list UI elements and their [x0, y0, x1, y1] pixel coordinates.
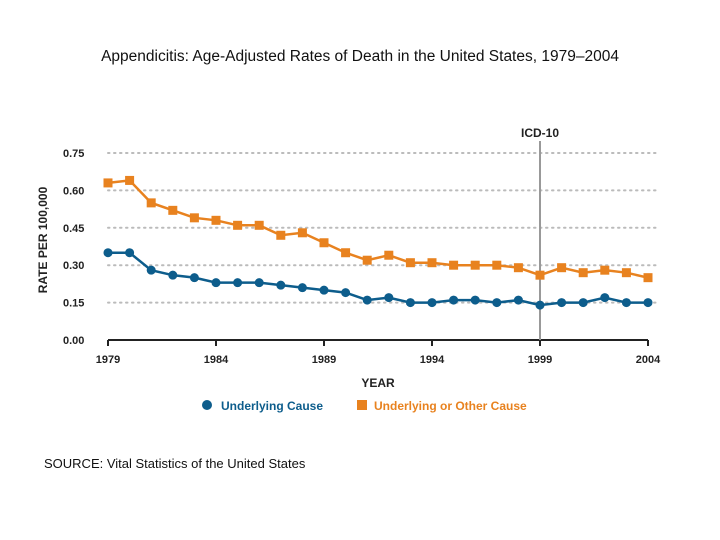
data-point-series-2	[621, 268, 631, 278]
data-point-series-1	[297, 283, 307, 293]
series-line-2	[107, 179, 649, 279]
data-point-series-2	[276, 230, 286, 240]
data-point-series-2	[449, 260, 459, 270]
data-point-series-1	[384, 293, 394, 303]
series-line-1	[108, 251, 648, 307]
data-point-series-1	[276, 280, 286, 290]
data-point-series-2	[643, 273, 653, 283]
y-axis-label: RATE PER 100,000	[36, 186, 50, 293]
data-point-series-1	[254, 278, 264, 288]
source-note: SOURCE: Vital Statistics of the United S…	[44, 456, 306, 471]
data-point-series-1	[621, 298, 631, 308]
data-point-series-1	[341, 288, 351, 298]
data-point-series-1	[211, 278, 221, 288]
data-point-series-1	[557, 298, 567, 308]
data-point-series-2	[427, 258, 437, 268]
legend-label-series-1: Underlying Cause	[221, 399, 323, 413]
data-point-series-1	[168, 270, 178, 280]
data-point-series-1	[449, 295, 459, 305]
x-tick-label: 1999	[528, 354, 552, 366]
data-point-series-1	[189, 273, 199, 283]
data-point-series-1	[513, 295, 523, 305]
data-point-series-1	[125, 248, 135, 258]
data-point-series-2	[341, 248, 351, 258]
data-point-series-2	[513, 263, 523, 273]
data-point-series-2	[189, 213, 199, 223]
data-point-series-1	[470, 295, 480, 305]
x-tick-label: 1994	[420, 354, 445, 366]
legend-label-series-2: Underlying or Other Cause	[374, 399, 527, 413]
x-tick-label: 1989	[312, 354, 336, 366]
data-point-series-2	[211, 215, 221, 225]
data-point-series-1	[427, 298, 437, 308]
data-point-series-1	[643, 298, 653, 308]
x-axis-label: YEAR	[361, 376, 395, 390]
icd-marker-label: ICD-10	[521, 126, 559, 140]
data-point-series-2	[233, 220, 243, 230]
data-point-series-1	[535, 300, 545, 310]
data-point-series-1	[405, 298, 415, 308]
data-point-series-2	[578, 268, 588, 278]
data-point-series-2	[600, 265, 610, 275]
legend-marker-series-2	[357, 400, 367, 410]
y-tick-label: 0.60	[63, 185, 84, 197]
data-point-series-1	[319, 285, 329, 295]
data-point-series-1	[362, 295, 372, 305]
series-layer	[103, 175, 653, 310]
legend-marker-series-1	[202, 400, 212, 410]
data-point-series-2	[557, 263, 567, 273]
y-tick-label: 0.15	[63, 298, 84, 310]
chart-title: Appendicitis: Age-Adjusted Rates of Deat…	[101, 48, 619, 65]
y-tick-label: 0.45	[63, 223, 84, 235]
data-point-series-1	[233, 278, 243, 288]
axes: 0.00 0.15 0.30 0.45 0.60 0.75 1979 1984 1989 1994…	[36, 148, 661, 390]
data-point-series-2	[125, 175, 135, 185]
data-point-series-1	[492, 298, 502, 308]
y-tick-label: 0.75	[63, 148, 84, 160]
y-tick-label: 0.30	[63, 260, 84, 272]
data-point-series-2	[146, 198, 156, 208]
legend: Underlying Cause Underlying or Other Caus…	[202, 399, 527, 413]
x-tick-label: 1979	[96, 354, 120, 366]
data-point-series-2	[492, 260, 502, 270]
data-point-series-1	[146, 265, 156, 275]
x-tick-label: 1984	[204, 354, 229, 366]
data-point-series-2	[168, 205, 178, 215]
data-point-series-2	[362, 255, 372, 265]
data-point-series-1	[578, 298, 588, 308]
data-point-series-2	[405, 258, 415, 268]
data-point-series-2	[103, 178, 113, 188]
data-point-series-2	[470, 260, 480, 270]
y-tick-label: 0.00	[63, 335, 84, 347]
data-point-series-1	[600, 293, 610, 303]
data-point-series-1	[103, 248, 113, 258]
x-tick-label: 2004	[636, 354, 661, 366]
data-point-series-2	[297, 228, 307, 238]
data-point-series-2	[319, 238, 329, 248]
data-point-series-2	[384, 250, 394, 260]
data-point-series-2	[254, 220, 264, 230]
data-point-series-2	[535, 270, 545, 280]
gridlines	[107, 152, 661, 304]
